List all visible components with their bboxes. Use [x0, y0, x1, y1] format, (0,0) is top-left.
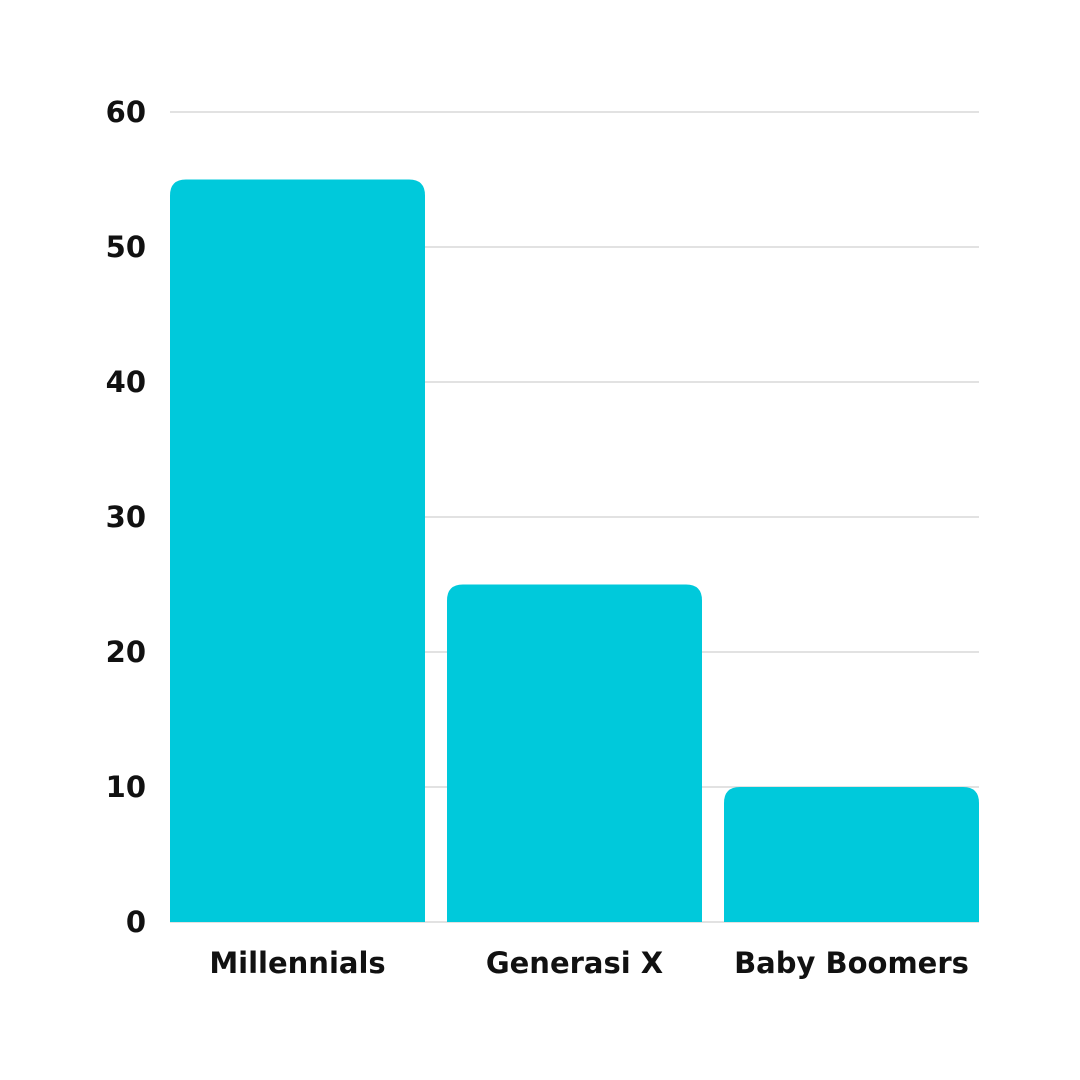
y-tick-label-40: 40 — [106, 365, 146, 399]
bar-millennials — [170, 179, 425, 922]
x-category-label-millennials: Millennials — [209, 946, 385, 980]
y-tick-label-60: 60 — [106, 95, 146, 129]
y-tick-label-50: 50 — [106, 230, 146, 264]
x-category-label-generasi-x: Generasi X — [486, 946, 663, 980]
bar-generasi-x — [447, 584, 702, 922]
x-category-label-baby-boomers: Baby Boomers — [734, 946, 969, 980]
y-axis-ticks: 0 10 20 30 40 50 60 — [106, 95, 146, 939]
x-axis-labels: Millennials Generasi X Baby Boomers — [209, 946, 969, 980]
y-tick-label-10: 10 — [106, 770, 146, 804]
bar-baby-boomers — [724, 787, 979, 922]
y-tick-label-0: 0 — [126, 905, 146, 939]
bar-layer — [170, 179, 979, 922]
y-tick-label-30: 30 — [106, 500, 146, 534]
y-tick-label-20: 20 — [106, 635, 146, 669]
